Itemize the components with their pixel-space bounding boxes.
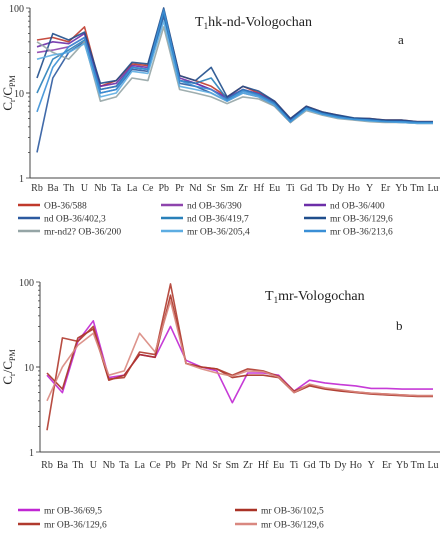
x-tick-label: Tm xyxy=(410,183,424,194)
x-tick-label: Pb xyxy=(158,183,169,194)
x-tick-label: Eu xyxy=(273,460,284,471)
legend-entry: mr OB-36/129,6 xyxy=(261,521,324,531)
x-tick-label: Gd xyxy=(303,460,315,471)
x-tick-label: Ce xyxy=(150,460,162,471)
chart-panel-a: 1 10 100 Cr/CPM Rb Ba Th U Nb Ta La Ce Pb Pr Nd Sr Sm Zr H… xyxy=(0,4,440,238)
x-tick-label: La xyxy=(134,460,145,471)
y-tick-label: 100 xyxy=(9,4,24,15)
legend-entry: mr OB-36/69,5 xyxy=(44,507,102,517)
x-tick-label: Ti xyxy=(290,460,299,471)
x-tick-label: Lu xyxy=(427,183,438,194)
series-line xyxy=(46,294,433,398)
x-tick-label: Er xyxy=(382,460,392,471)
x-tick-label: Sr xyxy=(207,183,217,194)
legend-entry: mr OB-36/129,6 xyxy=(330,215,393,225)
x-tick-label: U xyxy=(90,460,98,471)
y-tick-label: 100 xyxy=(19,278,34,289)
legend-entry: nd OB-36/390 xyxy=(187,202,242,212)
legend-entry: mr OB-36/213,6 xyxy=(330,228,393,238)
x-tick-label: Sr xyxy=(212,460,222,471)
panel-label: b xyxy=(396,318,403,333)
x-tick-label: U xyxy=(81,183,89,194)
legend-entry: mr OB-36/102,5 xyxy=(261,507,324,517)
y-tick-label: 1 xyxy=(19,174,24,185)
x-tick-label: Dy xyxy=(332,183,344,194)
series-line xyxy=(36,9,433,124)
x-tick-label: Pb xyxy=(165,460,176,471)
x-tick-label: Gd xyxy=(300,183,312,194)
x-tick-label: Th xyxy=(72,460,83,471)
x-tick-label: Y xyxy=(366,183,373,194)
panel-title: T1hk-nd-Vologochan xyxy=(195,15,312,31)
x-tick-label: Zr xyxy=(243,460,253,471)
x-tick-label: Lu xyxy=(427,460,438,471)
x-tick-label: Tb xyxy=(319,460,330,471)
x-tick-label: Dy xyxy=(334,460,346,471)
x-tick-label: Yb xyxy=(396,460,408,471)
x-tick-label: Pr xyxy=(182,460,192,471)
x-tick-label: Er xyxy=(381,183,391,194)
panel-label: a xyxy=(398,32,404,47)
x-tick-label: Eu xyxy=(269,183,280,194)
x-tick-label: Nb xyxy=(94,183,106,194)
x-tick-label: Rb xyxy=(41,460,53,471)
legend-entry: mr OB-36/205,4 xyxy=(187,228,250,238)
x-tick-label: Pr xyxy=(175,183,185,194)
x-tick-label: Hf xyxy=(253,183,264,194)
x-tick-label: Nd xyxy=(189,183,201,194)
x-tick-label: Ba xyxy=(47,183,59,194)
chart-panel-b: 1 10 100 Cr/CPM Rb Ba Th U Nb Ta La Ce Pb Pr Nd Sr Sm Zr H… xyxy=(0,278,440,531)
x-tick-label: Sm xyxy=(226,460,240,471)
x-tick-label: Ti xyxy=(286,183,295,194)
x-tick-label: Ba xyxy=(57,460,69,471)
series-line xyxy=(36,7,433,123)
x-tick-label: Ta xyxy=(119,460,129,471)
series-line xyxy=(46,319,433,404)
legend-entry: nd OB-36/400 xyxy=(330,202,385,212)
legend-entry: nd OB-36/419,7 xyxy=(187,215,249,225)
x-tick-label: Nb xyxy=(103,460,115,471)
y-tick-label: 10 xyxy=(24,363,34,374)
x-tick-label: Sm xyxy=(220,183,234,194)
x-tick-label: Ce xyxy=(142,183,154,194)
x-tick-label: Ho xyxy=(350,460,362,471)
x-tick-label: Tm xyxy=(411,460,425,471)
legend-entry: nd OB-36/402,3 xyxy=(44,215,106,225)
x-tick-label: Th xyxy=(63,183,74,194)
x-tick-label: Ta xyxy=(111,183,121,194)
legend-entry: OB-36/588 xyxy=(44,202,87,212)
x-tick-label: Hf xyxy=(258,460,269,471)
x-tick-label: Ho xyxy=(348,183,360,194)
series-line xyxy=(46,283,433,431)
x-tick-label: Tb xyxy=(317,183,328,194)
x-tick-label: Nd xyxy=(195,460,207,471)
x-tick-label: La xyxy=(127,183,138,194)
y-axis-label: Cr/CPM xyxy=(0,349,17,384)
x-tick-label: Yb xyxy=(395,183,407,194)
series-line xyxy=(46,300,433,402)
x-tick-label: Zr xyxy=(238,183,248,194)
y-axis-label: Cr/CPM xyxy=(0,75,17,110)
x-tick-label: Rb xyxy=(31,183,43,194)
y-tick-label: 1 xyxy=(29,448,34,459)
legend-entry: mr OB-36/129,6 xyxy=(44,521,107,531)
legend-entry: mr-nd2? OB-36/200 xyxy=(44,228,121,238)
x-tick-label: Y xyxy=(368,460,375,471)
y-tick-label: 10 xyxy=(14,89,24,100)
panel-title: T1mr-Vologochan xyxy=(265,289,365,305)
